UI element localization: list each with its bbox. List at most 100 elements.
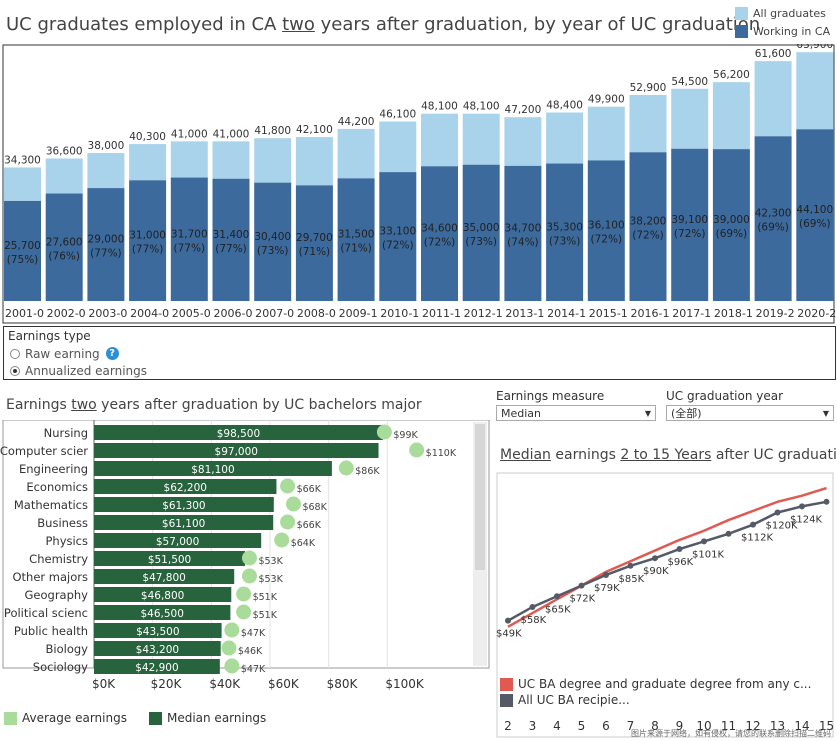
point-all-ba <box>652 555 658 562</box>
legend-swatch-working-in-ca <box>735 24 748 38</box>
radio-annualized-earnings[interactable]: Annualized earnings <box>10 362 147 379</box>
dot-average <box>285 496 301 512</box>
x-tick-label: $60K <box>268 677 300 691</box>
label-working-in-ca: 34,700 <box>505 222 542 234</box>
category-label: Mathematics <box>14 498 88 512</box>
x-tick-label: 5 <box>578 719 586 733</box>
point-all-ba <box>701 538 707 545</box>
label-pct-in-ca: (77%) <box>90 248 122 260</box>
label-pct-in-ca: (74%) <box>507 236 539 248</box>
label-median: $51,500 <box>148 554 191 566</box>
x-tick-label: 4 <box>553 719 561 733</box>
bar-working-in-ca <box>129 180 167 301</box>
earnings-measure-select[interactable]: Median ▼ <box>496 405 656 421</box>
point-all-ba <box>676 546 683 553</box>
dot-average <box>274 532 290 548</box>
bar-all-graduates <box>295 137 333 186</box>
bar-all-graduates <box>4 167 41 201</box>
bar-working-in-ca <box>796 129 834 301</box>
dot-average <box>224 658 240 674</box>
label-all-graduates: 56,200 <box>713 69 750 81</box>
label-working-in-ca: 29,000 <box>88 234 125 246</box>
bar-median <box>94 497 274 512</box>
x-tick-label: $40K <box>209 677 241 691</box>
radio-dot-raw[interactable] <box>10 348 20 359</box>
help-icon[interactable]: ? <box>105 347 119 360</box>
label-average: $51K <box>253 610 278 621</box>
x-tick-label: 2006-0 <box>214 307 253 320</box>
label-median: $81,100 <box>191 464 234 476</box>
label-all-graduates: 46,100 <box>379 108 416 120</box>
label-pct-in-ca: (77%) <box>132 244 164 256</box>
bar-all-graduates <box>170 141 208 178</box>
label-working-in-ca: 25,700 <box>4 240 41 252</box>
label-working-in-ca: 36,100 <box>588 220 625 232</box>
label-pct-in-ca: (72%) <box>591 234 623 246</box>
label-working-in-ca: 39,000 <box>713 214 750 226</box>
bar-median <box>94 605 231 620</box>
radio-raw-earning[interactable]: Raw earning ? <box>10 345 119 362</box>
earnings-type-label: Earnings type <box>8 329 91 343</box>
dot-average <box>221 640 237 656</box>
label-pct-in-ca: (72%) <box>632 230 664 242</box>
point-all-ba <box>554 593 560 600</box>
point-all-ba <box>578 582 585 589</box>
label-pct-in-ca: (73%) <box>465 236 497 248</box>
label-all-graduates: 48,100 <box>421 101 458 113</box>
bar-working-in-ca <box>212 178 250 301</box>
uc-graduation-year-label: UC graduation year <box>666 389 784 403</box>
label-working-in-ca: 31,700 <box>171 228 208 240</box>
label-all-ba: $120K <box>766 520 798 531</box>
label-pct-in-ca: (72%) <box>674 228 706 240</box>
dot-average <box>241 550 257 566</box>
bar-working-in-ca <box>45 193 83 301</box>
point-all-ba <box>823 498 830 505</box>
label-working-in-ca: 35,300 <box>546 221 583 233</box>
bar-working-in-ca <box>4 200 41 301</box>
uc-graduation-year-select[interactable]: (全部) ▼ <box>666 405 834 421</box>
label-average: $66K <box>297 484 322 495</box>
x-tick-label: 2004-0 <box>130 307 169 320</box>
line-chart-frame <box>496 472 834 738</box>
legend-label-average: Average earnings <box>22 711 127 725</box>
label-pct-in-ca: (76%) <box>48 250 80 262</box>
label-all-ba: $101K <box>692 549 724 560</box>
label-all-graduates: 47,200 <box>505 104 542 116</box>
point-all-ba <box>529 603 536 610</box>
label-all-ba: $49K <box>496 629 522 640</box>
top-chart-legend: All graduates Working in CA <box>735 4 830 40</box>
legend-swatch-all-graduates <box>735 6 748 20</box>
category-label: Public health <box>14 624 88 638</box>
category-label: Physics <box>45 534 88 548</box>
legend-label-all-graduates: All graduates <box>753 6 826 20</box>
category-label: Other majors <box>12 570 88 584</box>
x-tick-label: 2002-0 <box>47 307 86 320</box>
bar-working-in-ca <box>546 163 584 301</box>
label-all-graduates: 44,200 <box>338 116 375 128</box>
bar-median <box>94 587 232 602</box>
label-pct-in-ca: (75%) <box>7 254 39 266</box>
bar-median <box>94 479 277 494</box>
x-tick-label: $80K <box>327 677 359 691</box>
x-tick-label: 13 <box>770 719 785 733</box>
label-median: $46,500 <box>140 608 183 620</box>
x-tick-label: 2017-1 <box>672 307 711 320</box>
bar-working-in-ca <box>754 136 792 301</box>
legend-label-gray: All UC BA recipie... <box>518 693 630 707</box>
line-legend-red: UC BA degree and graduate degree from an… <box>500 677 811 691</box>
dot-average <box>376 424 392 440</box>
category-label: Chemistry <box>29 552 88 566</box>
top-bar-chart: 34,300 25,700 (75%) 2001-0 36,600 27,600 (76%)… <box>2 44 836 324</box>
line-legend-gray: All UC BA recipie... <box>500 693 630 707</box>
label-all-ba: $65K <box>545 604 571 615</box>
x-tick-label: 2005-0 <box>172 307 211 320</box>
x-tick-label: 2018-1 <box>714 307 753 320</box>
label-pct-in-ca: (71%) <box>340 243 372 255</box>
bar-working-in-ca <box>587 160 625 301</box>
bar-median <box>94 461 332 476</box>
x-tick-label: 2013-1 <box>505 307 544 320</box>
x-tick-label: 2016-1 <box>631 307 670 320</box>
label-working-in-ca: 31,500 <box>338 229 375 241</box>
label-average: $66K <box>297 520 322 531</box>
radio-dot-annualized[interactable] <box>10 365 20 376</box>
